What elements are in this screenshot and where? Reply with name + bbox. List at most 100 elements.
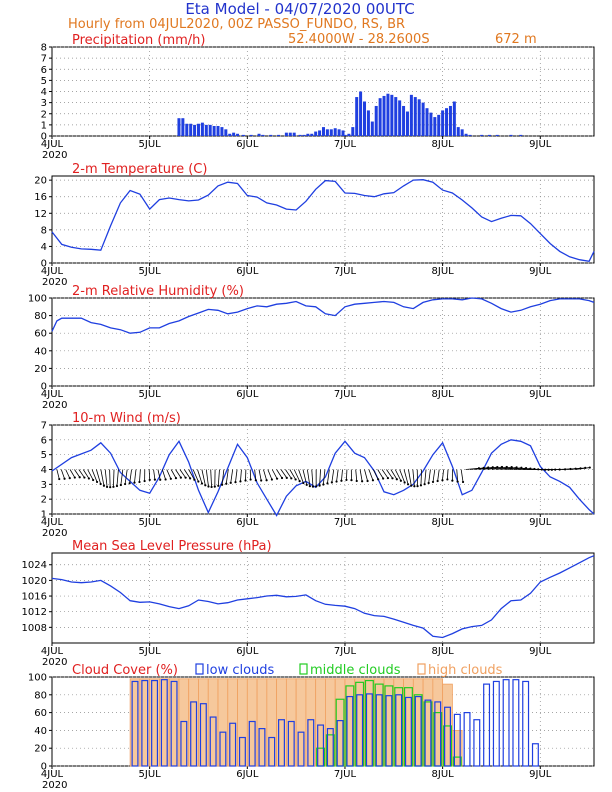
precip-bar — [241, 134, 245, 136]
y-tick-label: 1008 — [22, 623, 47, 634]
low-cloud-bar — [356, 694, 364, 767]
wind-arrow-head — [298, 480, 301, 483]
wind-arrow-head — [330, 481, 333, 484]
wind-arrow — [235, 469, 238, 483]
precip-bar — [181, 118, 185, 136]
low-cloud-bar — [404, 696, 412, 767]
wind-arrow — [428, 469, 431, 484]
wind-arrow-head — [207, 485, 210, 488]
wind-arrow-head — [386, 476, 390, 480]
low-cloud-bar — [531, 743, 539, 767]
wind-arrow — [408, 469, 412, 486]
precip-bar — [433, 117, 437, 136]
wind-arrow — [336, 469, 339, 482]
precip-bar — [261, 134, 265, 136]
wind-arrow-head — [290, 477, 293, 480]
wind-arrow-head — [588, 466, 591, 469]
wind-arrow — [359, 469, 363, 482]
wind-arrow — [377, 469, 384, 479]
wind-arrow-head — [340, 479, 343, 482]
precip-bar — [236, 133, 240, 136]
precip-bar — [464, 133, 468, 136]
wind-arrow — [331, 469, 335, 483]
y-tick-label: 20 — [34, 364, 47, 375]
wind-arrow-head — [260, 479, 263, 482]
precip-bar — [249, 134, 253, 136]
wind-arrow — [124, 469, 128, 485]
low-cloud-bar — [463, 711, 471, 767]
wind-arrow-head — [229, 481, 232, 484]
precip-bar — [277, 134, 281, 136]
precip-bar — [177, 118, 181, 136]
low-cloud-bar — [453, 713, 461, 767]
precip-bar — [509, 134, 513, 136]
precip-bar — [224, 129, 228, 136]
wind-arrow-head — [204, 484, 207, 487]
wind-arrow — [322, 469, 326, 485]
wind-arrow-head — [148, 478, 151, 481]
wind-arrow — [293, 469, 300, 482]
x-tick-label: 5JUL — [139, 646, 162, 657]
precip-bar — [382, 95, 386, 136]
wind-arrow-head — [441, 479, 444, 482]
x-tick-label: 7JUL — [334, 139, 357, 150]
wind-arrow — [116, 469, 119, 487]
y-tick-label: 12 — [34, 209, 47, 220]
y-tick-label: 7 — [41, 54, 47, 65]
wind-arrow — [65, 469, 71, 479]
wind-arrow-head — [461, 480, 465, 484]
precip-bar — [306, 133, 310, 136]
wind-arrow — [161, 469, 166, 480]
x-tick-label: 8JUL — [432, 517, 455, 528]
wind-arrow-head — [92, 478, 95, 482]
x-tick-label: 4JUL — [41, 769, 64, 780]
legend-label: middle clouds — [310, 663, 401, 678]
wind-arrow-head — [128, 482, 131, 485]
precip-bar — [298, 134, 302, 136]
wind-arrow-head — [345, 478, 348, 482]
low-cloud-bar — [209, 716, 217, 767]
precip-bar — [363, 101, 367, 136]
panel-title: 2-m Relative Humidity (%) — [72, 284, 244, 299]
legend-swatch — [195, 663, 204, 675]
x-tick-label: 6JUL — [236, 769, 259, 780]
wind-arrow-head — [355, 479, 358, 483]
precip-bar — [495, 134, 499, 136]
low-cloud-bar — [336, 720, 344, 767]
x-tick-label: 8JUL — [432, 139, 455, 150]
wind-arrow-head — [451, 479, 454, 482]
wind-arrow — [271, 469, 278, 479]
x-year-label: 2020 — [42, 528, 67, 539]
precip-bar — [355, 97, 359, 136]
low-cloud-bar — [375, 694, 383, 767]
wind-arrow — [120, 469, 124, 486]
panel-frame — [51, 552, 595, 644]
wind-arrow-head — [159, 478, 162, 481]
y-tick-label: 16 — [34, 192, 47, 203]
y-tick-label: 8 — [41, 43, 47, 54]
legend-label: low clouds — [206, 663, 275, 678]
chart-subtitle: Hourly from 04JUL2020, 00Z PASSO_FUNDO, … — [68, 17, 405, 32]
x-tick-label: 5JUL — [139, 517, 162, 528]
x-tick-label: 6JUL — [236, 266, 259, 277]
wind-arrow-head — [446, 478, 449, 481]
y-tick-label: 5 — [41, 450, 47, 461]
x-tick-label: 5JUL — [139, 769, 162, 780]
precip-bar — [441, 110, 445, 136]
low-cloud-bar — [287, 720, 295, 767]
wind-arrow — [192, 469, 199, 482]
wind-arrow — [327, 469, 330, 484]
precip-bar — [321, 127, 325, 136]
precip-bar — [421, 102, 425, 136]
wind-arrow-head — [73, 476, 76, 479]
wind-arrow-head — [197, 480, 200, 483]
y-tick-label: 6 — [41, 65, 47, 76]
wind-arrow — [78, 469, 85, 478]
low-cloud-bar — [199, 703, 207, 767]
wind-arrow — [289, 469, 296, 480]
wind-arrow-head — [234, 480, 237, 484]
wind-arrow-head — [431, 480, 435, 484]
y-tick-label: 0 — [41, 762, 47, 773]
precip-bar — [189, 123, 193, 136]
